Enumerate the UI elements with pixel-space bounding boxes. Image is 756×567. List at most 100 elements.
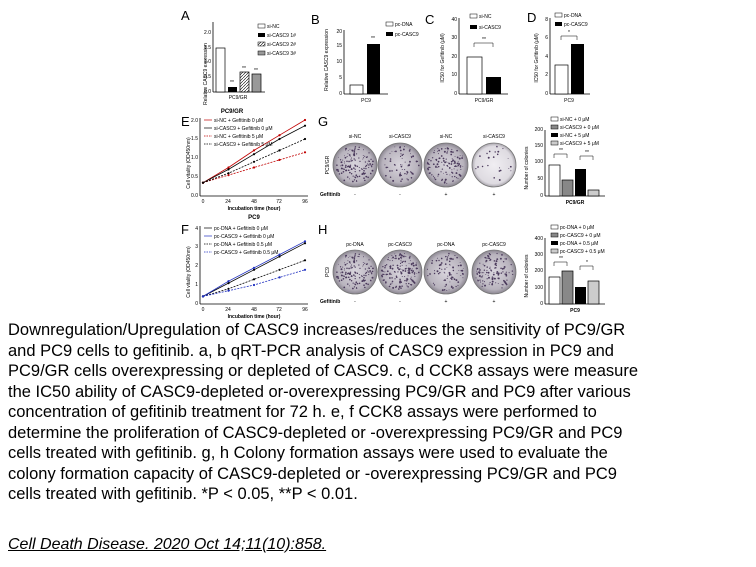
colony [401, 154, 404, 157]
colony [461, 157, 464, 159]
colony [399, 281, 401, 284]
colony [404, 169, 406, 171]
colony [389, 176, 392, 178]
colony [349, 255, 351, 257]
panel-letter-h: H [318, 222, 327, 237]
colony [401, 164, 403, 166]
colony [368, 166, 370, 169]
colony [404, 172, 406, 175]
panel-letter-c: C [425, 12, 434, 27]
colony [353, 286, 356, 288]
colony [389, 272, 391, 274]
colony [368, 160, 371, 163]
colony [392, 256, 395, 259]
colony [483, 264, 486, 267]
colony [457, 284, 459, 286]
colony [394, 253, 396, 255]
colony [389, 277, 391, 279]
colony [348, 267, 350, 270]
colony [347, 260, 349, 262]
colony [358, 282, 361, 285]
colony [344, 166, 347, 168]
colony [487, 276, 490, 279]
ytick: 2.0 [191, 118, 198, 124]
colony [452, 180, 454, 182]
colony [347, 153, 349, 155]
colony [362, 262, 364, 263]
colony [399, 278, 401, 281]
colony [444, 263, 447, 265]
colony [437, 160, 440, 163]
ytick: 0 [545, 91, 548, 97]
colony [358, 148, 360, 151]
colony [368, 259, 370, 261]
panel-letter-f: F [181, 222, 189, 237]
colony [367, 161, 369, 162]
ytick: 0.5 [191, 174, 198, 180]
colony [349, 262, 351, 264]
colony [350, 158, 352, 160]
colony [349, 178, 350, 180]
colony [382, 273, 384, 276]
data-point [201, 181, 205, 184]
colony [401, 271, 403, 273]
colony [338, 156, 339, 158]
colony [446, 258, 448, 260]
panel-h-bar-yticks: 0 100 200 300 400 [535, 236, 544, 307]
colony [406, 280, 408, 282]
colony [356, 260, 358, 262]
colony [361, 276, 363, 277]
colony [431, 174, 433, 176]
series-line [202, 269, 306, 297]
citation-link[interactable]: Cell Death Disease. 2020 Oct 14;11(10):8… [8, 536, 327, 553]
colony [346, 176, 349, 178]
colony [432, 282, 434, 284]
panel-letter-d: D [527, 10, 536, 25]
colony [354, 164, 356, 166]
colony [344, 262, 345, 264]
colony [396, 264, 399, 267]
sig-mark: * [586, 260, 588, 266]
colony [351, 157, 353, 159]
colony [489, 266, 491, 268]
colony [401, 254, 403, 257]
colony [494, 266, 497, 269]
colony [353, 260, 356, 262]
colony [408, 164, 411, 167]
colony [447, 149, 449, 151]
colony [400, 260, 402, 262]
bar [575, 169, 586, 196]
colony [496, 252, 498, 255]
column-label: si-CASC9 [483, 134, 505, 140]
colony [479, 281, 482, 283]
data-point [278, 255, 281, 258]
colony [363, 167, 365, 170]
colony [395, 169, 398, 172]
section-title-pc9: PC9 [248, 215, 260, 221]
colony [451, 169, 453, 171]
colony [367, 164, 369, 166]
data-point [227, 166, 230, 169]
colony [411, 268, 413, 270]
colony [346, 155, 348, 158]
colony [460, 274, 462, 276]
colony [459, 262, 461, 264]
data-point [303, 137, 307, 141]
legend-label: si-NC + 5 μM [560, 133, 589, 139]
colony [368, 152, 370, 154]
colony [350, 267, 352, 269]
series-line [202, 151, 306, 184]
colony [436, 270, 439, 273]
colony [399, 262, 402, 264]
colony [394, 278, 396, 280]
colony [342, 277, 345, 280]
colony [499, 257, 502, 260]
colony [364, 279, 366, 281]
colony [354, 266, 356, 268]
colony [457, 264, 460, 267]
colony [391, 170, 393, 172]
colony [457, 281, 460, 283]
colony [384, 267, 386, 269]
colony [486, 278, 488, 280]
panel-letter-a: A [181, 8, 190, 23]
